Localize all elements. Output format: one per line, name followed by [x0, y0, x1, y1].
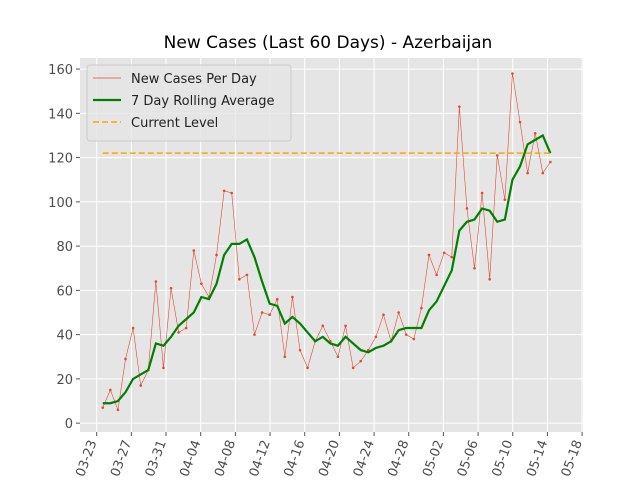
data-point — [336, 355, 340, 359]
data-point — [518, 120, 522, 124]
data-point — [215, 253, 218, 257]
y-tick-label: 160 — [48, 63, 73, 78]
data-point — [124, 357, 127, 361]
data-point — [298, 348, 302, 352]
data-point — [200, 282, 203, 286]
data-point — [495, 154, 499, 157]
data-point — [420, 306, 423, 310]
data-point — [253, 333, 256, 336]
data-point — [511, 72, 514, 75]
data-point — [450, 255, 454, 259]
data-point — [283, 355, 287, 359]
data-point — [101, 406, 105, 409]
y-tick-label: 100 — [48, 196, 73, 211]
data-point — [435, 273, 438, 277]
data-point — [503, 198, 507, 201]
data-point — [162, 366, 165, 370]
data-point — [488, 278, 491, 281]
data-point — [291, 295, 294, 299]
chart-title: New Cases (Last 60 Days) - Azerbaijan — [164, 33, 493, 53]
data-point — [131, 326, 135, 330]
data-point — [268, 313, 271, 317]
data-point — [473, 266, 476, 270]
data-point — [412, 337, 416, 341]
y-tick-label: 120 — [48, 152, 73, 167]
data-point — [442, 251, 446, 255]
data-point — [306, 366, 309, 370]
data-point — [427, 253, 431, 257]
data-point — [192, 249, 196, 252]
data-point — [382, 313, 385, 317]
data-point — [321, 324, 325, 328]
data-point — [458, 105, 461, 108]
data-point — [549, 160, 552, 164]
data-point — [230, 191, 234, 195]
data-point — [533, 131, 537, 135]
data-point — [351, 366, 355, 370]
data-point — [184, 326, 188, 330]
data-point — [374, 335, 378, 339]
data-point — [116, 408, 120, 412]
legend-label: New Cases Per Day — [131, 72, 257, 87]
data-point — [404, 333, 408, 336]
data-point — [222, 189, 226, 193]
data-point — [275, 297, 279, 301]
data-point — [139, 384, 142, 387]
y-tick-label: 60 — [56, 284, 73, 299]
y-tick-label: 0 — [65, 417, 73, 432]
y-tick-label: 40 — [56, 329, 73, 344]
data-point — [177, 331, 180, 334]
y-tick-label: 140 — [48, 107, 73, 122]
legend-label: Current Level — [131, 116, 218, 131]
data-point — [154, 280, 158, 283]
data-point — [238, 278, 241, 281]
data-point — [260, 311, 264, 314]
y-tick-label: 20 — [56, 373, 73, 388]
data-point — [169, 286, 173, 290]
data-point — [541, 171, 545, 175]
data-point — [245, 273, 249, 277]
data-point — [359, 359, 363, 363]
series-line — [102, 133, 552, 405]
data-point — [344, 324, 347, 328]
series-line — [102, 73, 551, 412]
legend-box — [86, 64, 292, 142]
data-point — [526, 171, 529, 175]
y-tick-label: 80 — [56, 240, 73, 255]
data-point — [397, 311, 400, 314]
data-point — [109, 388, 112, 392]
data-point — [465, 207, 469, 210]
legend-label: 7 Day Rolling Average — [131, 94, 274, 109]
data-point — [480, 191, 484, 195]
